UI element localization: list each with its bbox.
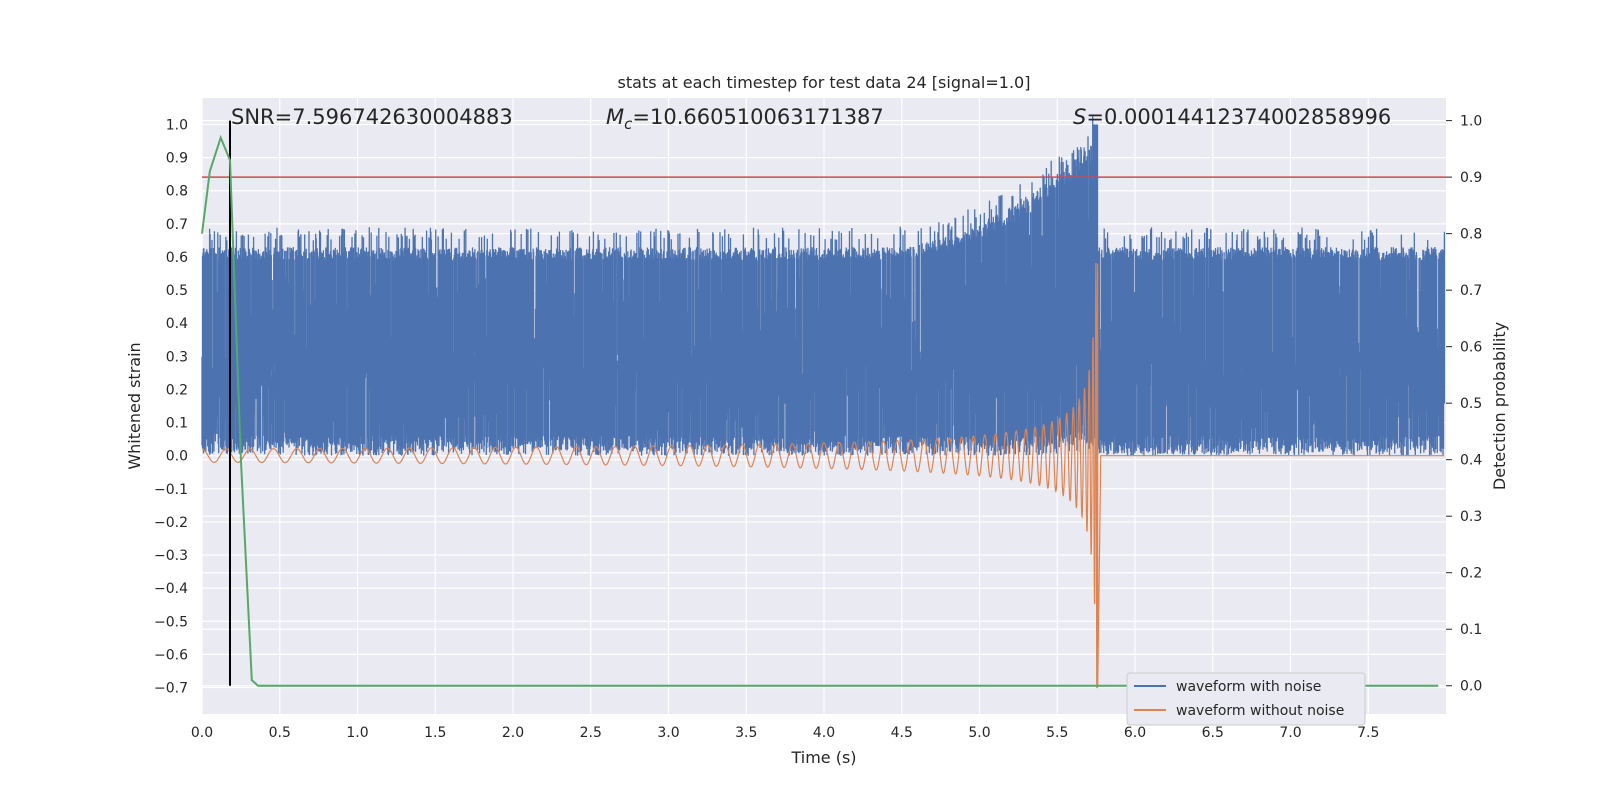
x-tick-label: 0.5	[269, 725, 291, 741]
x-tick-label: 5.0	[968, 725, 990, 741]
x-tick-label: 3.5	[735, 725, 757, 741]
y-tick-label: −0.4	[154, 581, 188, 597]
x-tick-label: 1.0	[346, 725, 368, 741]
y-tick-label: 0.1	[166, 416, 188, 432]
overlay	[201, 120, 1446, 687]
legend-label-clean: waveform without noise	[1176, 703, 1344, 719]
y-tick-label: 1.0	[166, 117, 188, 133]
y-tick-label: −0.6	[154, 647, 188, 663]
s-annotation: S=0.00014412374002858996	[1073, 105, 1391, 129]
s-value: =0.00014412374002858996	[1086, 105, 1391, 129]
y-tick-label: 0.6	[166, 250, 188, 266]
y-tick-label: 0.9	[166, 151, 188, 167]
y2-tick-label: 0.4	[1460, 453, 1482, 469]
y-tick-label: 0.0	[166, 449, 188, 465]
y-tick-label: 0.2	[166, 382, 188, 398]
y2-tick-label: 0.1	[1460, 622, 1482, 638]
y-tick-label: 0.7	[166, 217, 188, 233]
noisy-waveform-line	[201, 115, 1446, 456]
y-tick-label: −0.1	[154, 482, 188, 498]
y-tick-label: 0.4	[166, 316, 188, 332]
mc-value: =10.660510063171387	[632, 105, 883, 129]
detection-probability-line	[201, 134, 1439, 687]
x-tick-label: 2.0	[502, 725, 524, 741]
legend-box	[1126, 672, 1366, 726]
mc-symbol: M	[606, 105, 624, 129]
legend-label-noise: waveform with noise	[1176, 679, 1321, 695]
y-tick-label: −0.3	[154, 548, 188, 564]
y2-tick-label: 0.9	[1460, 170, 1482, 186]
x-tick-label: 7.5	[1357, 725, 1379, 741]
clean-waveform-line	[201, 262, 1445, 689]
y-tick-label: 0.5	[166, 283, 188, 299]
x-tick-label: 7.0	[1279, 725, 1301, 741]
x-tick-label: 1.5	[424, 725, 446, 741]
ticks: 0.0 0.5 1.0 1.5 2.0 2.5 3.0 3.5 4.0 4.5 5.0 5.5 6.0 6…	[154, 114, 1482, 741]
y2-tick-label: 0.6	[1460, 340, 1482, 356]
y2-tick-label: 0.7	[1460, 283, 1482, 299]
mc-subscript: c	[624, 115, 633, 133]
y2-tick-label: 0.8	[1460, 227, 1482, 243]
y-axis-label: Whitened strain	[125, 342, 144, 469]
y2-tick-label: 0.5	[1460, 396, 1482, 412]
y-tick-label: −0.7	[154, 681, 188, 697]
x-tick-label: 3.0	[657, 725, 679, 741]
y-tick-label: 0.3	[166, 349, 188, 365]
x-tick-label: 4.0	[813, 725, 835, 741]
legend: waveform with noise waveform without noi…	[1126, 672, 1366, 726]
y2-tick-label: 0.3	[1460, 509, 1482, 525]
y2-tick-label: 0.2	[1460, 566, 1482, 582]
y-tick-label: 0.8	[166, 184, 188, 200]
snr-annotation: SNR=7.596742630004883	[231, 105, 513, 129]
y-tick-label: −0.2	[154, 515, 188, 531]
y2-tick-label: 0.0	[1460, 679, 1482, 695]
y-tick-label: −0.5	[154, 614, 188, 630]
x-tick-label: 2.5	[580, 725, 602, 741]
s-symbol: S	[1073, 105, 1086, 129]
x-tick-label: 6.0	[1124, 725, 1146, 741]
mc-annotation: Mc=10.660510063171387	[606, 105, 884, 133]
y2-tick-label: 1.0	[1460, 114, 1482, 130]
x-tick-label: 0.0	[191, 725, 213, 741]
x-tick-label: 6.5	[1202, 725, 1224, 741]
x-tick-label: 5.5	[1046, 725, 1068, 741]
clean-series	[201, 262, 1445, 689]
chart-title: stats at each timestep for test data 24 …	[618, 73, 1031, 92]
y2-axis-label: Detection probability	[1490, 322, 1509, 490]
x-axis-label: Time (s)	[790, 748, 856, 767]
noise-series	[201, 115, 1446, 456]
x-tick-label: 4.5	[891, 725, 913, 741]
